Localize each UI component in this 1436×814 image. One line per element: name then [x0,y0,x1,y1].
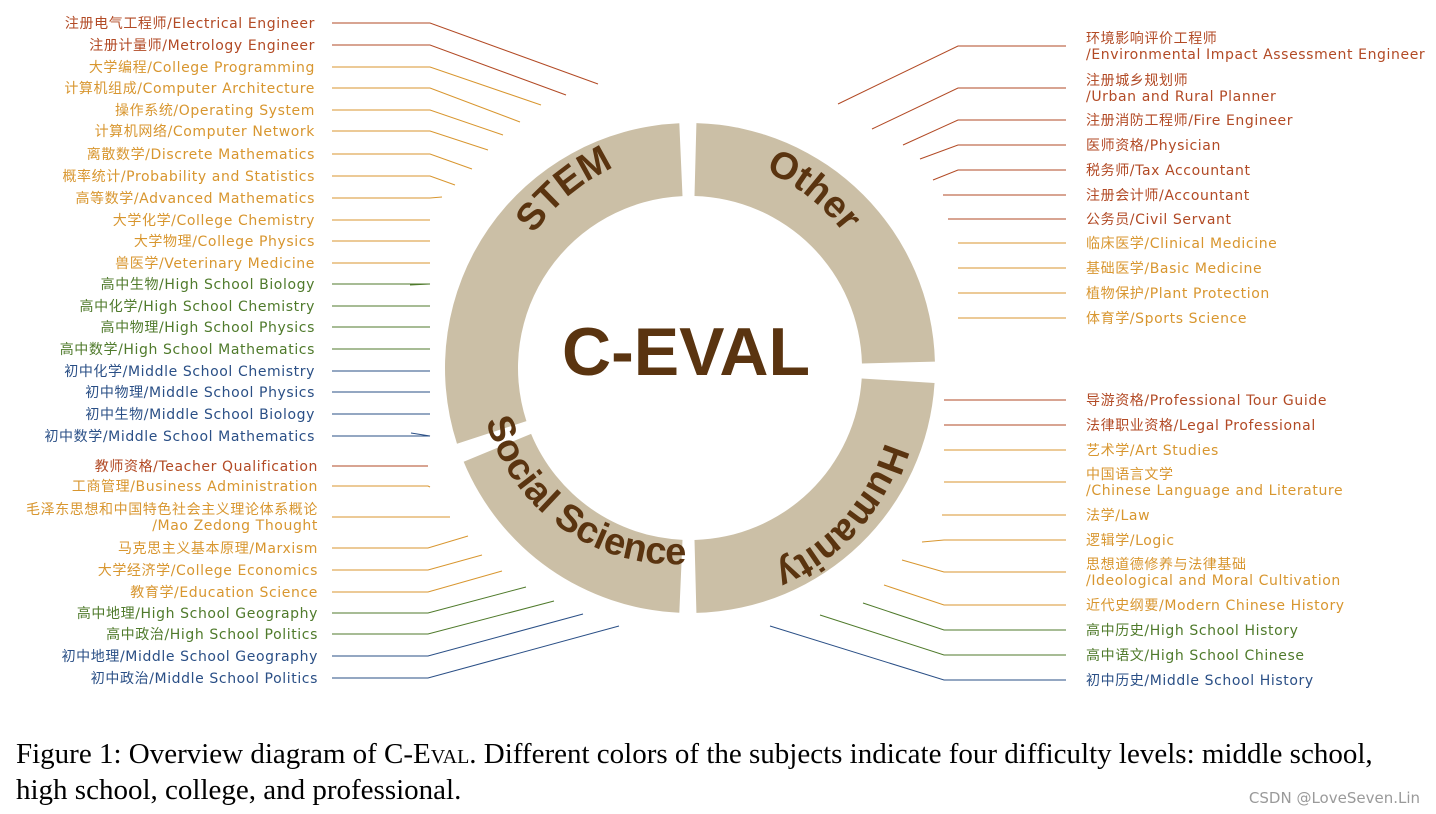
caption-eval-smallcaps: Eval [413,738,470,770]
subject-label-stem: 离散数学/Discrete Mathematics [87,146,315,163]
ring-sector-social-science [463,433,683,613]
leader-line-stem [332,44,567,96]
subject-label-humanity: 高中语文/High School Chinese [1086,647,1305,664]
leader-line-stem [332,22,599,85]
category-ring [444,123,935,613]
leader-line-social-science [332,613,584,657]
subject-label-social-science: 毛泽东思想和中国特色社会主义理论体系概论/Mao Zedong Thought [26,501,318,534]
leader-line-other [837,45,1066,105]
subject-labels: 注册电气工程师/Electrical Engineer 注册计量师/Metrolo… [26,16,1425,689]
subject-label-humanity: 初中历史/Middle School History [1086,672,1314,689]
leader-line-social-science [332,570,503,593]
ring-sector-other [694,123,935,364]
leader-line-other [902,119,1066,146]
leader-lines [332,22,1066,681]
figure-caption: Figure 1: Overview diagram of C-Eval. Di… [16,736,1422,808]
subject-label-social-science: 初中政治/Middle School Politics [91,670,318,687]
subject-label-humanity: 导游资格/Professional Tour Guide [1086,393,1327,409]
subject-label-other: 植物保护/Plant Protection [1086,286,1270,302]
subject-label-humanity: 法学/Law [1086,508,1150,524]
subject-label-other: 医师资格/Physician [1086,138,1221,154]
subject-label-other: 税务师/Tax Accountant [1086,163,1251,179]
leader-line-stem [332,109,504,136]
leader-line-stem [332,87,521,123]
subject-label-other: 环境影响评价工程师/Environmental Impact Assessmen… [1086,31,1425,63]
subject-label-stem: 初中物理/Middle School Physics [85,384,315,401]
subject-label-other: 基础医学/Basic Medicine [1086,260,1262,277]
subject-label-stem: 初中数学/Middle School Mathematics [44,428,315,445]
subject-label-social-science: 高中地理/High School Geography [77,605,318,622]
subject-label-social-science: 初中地理/Middle School Geography [62,648,318,665]
leader-line-other [932,169,1066,181]
subject-label-stem: 计算机组成/Computer Architecture [64,81,315,97]
subject-label-stem: 初中生物/Middle School Biology [85,406,315,423]
subject-label-stem: 操作系统/Operating System [115,103,315,119]
subject-label-humanity: 中国语言文学/Chinese Language and Literature [1086,467,1343,499]
subject-label-humanity: 法律职业资格/Legal Professional [1086,418,1316,434]
leader-line-humanity [819,614,1066,656]
center-title: C-EVAL [562,314,810,390]
subject-label-stem: 初中化学/Middle School Chemistry [64,363,315,380]
caption-suffix: . Different colors of the subjects indic… [16,738,1373,806]
subject-label-social-science: 工商管理/Business Administration [72,479,318,495]
subject-label-humanity: 艺术学/Art Studies [1086,443,1219,459]
leader-line-social-science [332,535,469,549]
leader-line-social-science [332,586,527,614]
subject-label-other: 注册城乡规划师/Urban and Rural Planner [1086,73,1276,105]
leader-line-humanity [901,559,1066,573]
subject-label-stem: 高等数学/Advanced Mathematics [75,190,315,207]
leader-line-social-science [332,554,483,571]
c-eval-overview-diagram: 注册电气工程师/Electrical Engineer 注册计量师/Metrolo… [26,16,1425,689]
subject-label-social-science: 教师资格/Teacher Qualification [95,459,318,475]
subject-label-social-science: 马克思主义基本原理/Marxism [118,540,318,557]
subject-label-other: 临床医学/Clinical Medicine [1086,236,1277,252]
ring-sector-stem [444,123,683,444]
subject-label-stem: 计算机网络/Computer Network [95,124,316,140]
subject-label-social-science: 大学经济学/College Economics [98,563,318,579]
subject-label-stem: 高中生物/High School Biology [101,276,315,293]
leader-line-stem [332,283,431,286]
leader-line-stem [332,432,431,437]
subject-label-humanity: 近代史纲要/Modern Chinese History [1086,598,1345,614]
caption-prefix: Figure 1: Overview diagram of C- [16,738,414,770]
leader-line-other [871,87,1066,130]
leader-line-stem [332,196,443,199]
subject-label-stem: 高中物理/High School Physics [101,319,315,336]
subject-label-stem: 注册计量师/Metrology Engineer [89,38,315,54]
leader-line-other [919,144,1066,160]
subject-label-other: 体育学/Sports Science [1086,311,1247,327]
subject-label-stem: 大学化学/College Chemistry [113,213,315,229]
ring-sector-humanity [694,378,935,613]
subject-label-other: 公务员/Civil Servant [1086,212,1232,228]
subject-label-other: 注册消防工程师/Fire Engineer [1086,113,1293,129]
leader-line-stem [332,130,489,151]
leader-line-humanity [921,539,1066,543]
leader-line-stem [332,175,456,186]
subject-label-stem: 兽医学/Veterinary Medicine [115,256,315,272]
leader-line-social-science [332,485,431,488]
watermark: CSDN @LoveSeven.Lin [1248,789,1420,807]
subject-label-stem: 高中数学/High School Mathematics [60,341,315,358]
subject-label-social-science: 高中政治/High School Politics [106,626,318,643]
leader-line-stem [332,153,473,170]
subject-label-humanity: 逻辑学/Logic [1086,533,1175,549]
subject-label-humanity: 高中历史/High School History [1086,622,1298,639]
subject-label-stem: 大学物理/College Physics [134,234,315,250]
leader-line-humanity [883,584,1066,606]
leader-line-social-science [332,600,555,635]
subject-label-stem: 概率统计/Probability and Statistics [62,168,315,185]
subject-label-stem: 高中化学/High School Chemistry [80,298,315,315]
subject-label-humanity: 思想道德修养与法律基础/Ideological and Moral Cultiv… [1086,556,1341,589]
leader-line-stem [332,66,542,106]
leader-line-humanity [862,602,1066,631]
subject-label-other: 注册会计师/Accountant [1086,188,1250,204]
subject-label-stem: 注册电气工程师/Electrical Engineer [65,16,315,32]
subject-label-social-science: 教育学/Education Science [130,585,318,601]
subject-label-stem: 大学编程/College Programming [89,60,315,76]
leader-line-humanity [769,625,1066,681]
leader-line-social-science [332,625,620,679]
